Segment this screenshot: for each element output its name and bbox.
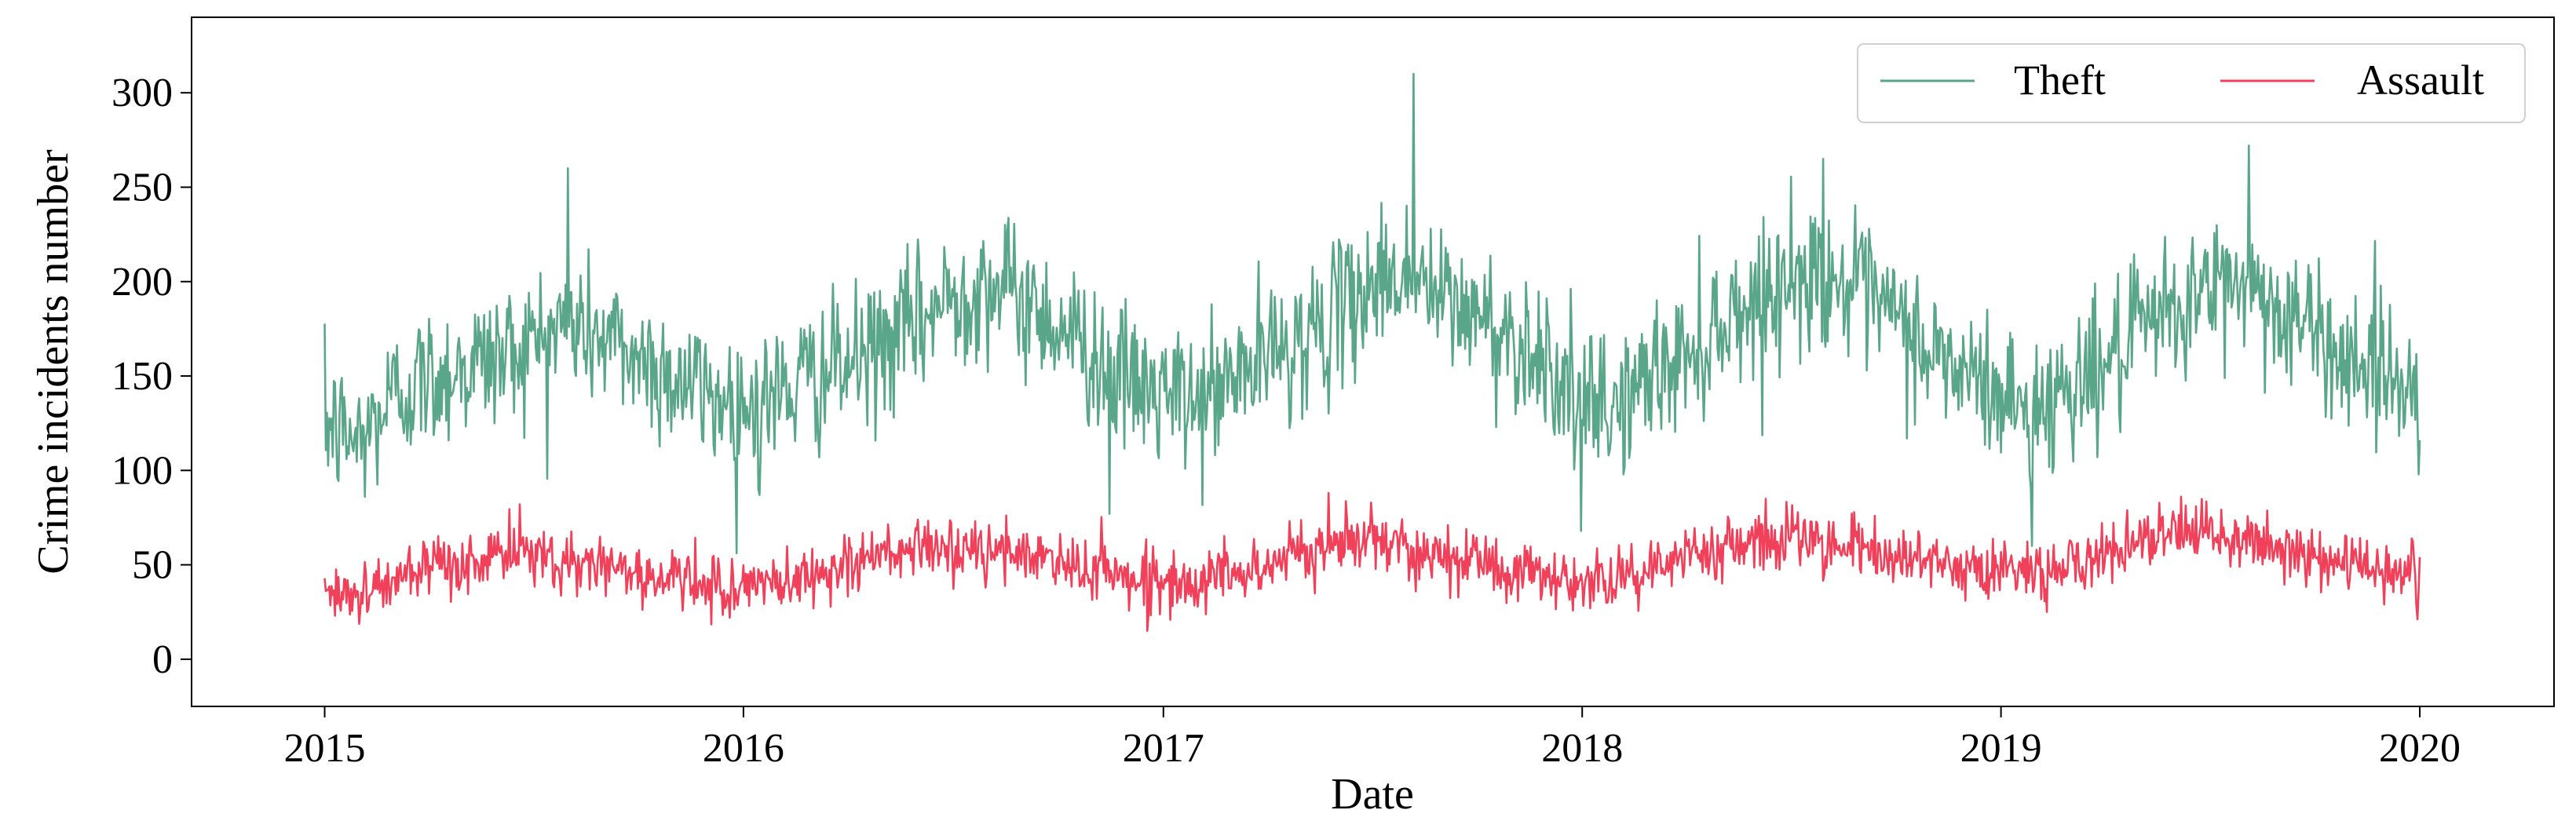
y-tick-label: 250 bbox=[111, 165, 173, 210]
x-axis: 2015 2016 2017 2018 2019 2020 bbox=[284, 706, 2461, 771]
x-tick-label: 2015 bbox=[284, 726, 366, 771]
y-tick-label: 0 bbox=[152, 637, 173, 682]
y-tick-label: 100 bbox=[111, 448, 173, 493]
legend-box bbox=[1857, 43, 2526, 123]
plot-frame bbox=[191, 16, 2555, 707]
y-axis: 0 50 100 150 200 250 300 bbox=[111, 71, 192, 682]
series-line-theft bbox=[323, 72, 2421, 555]
x-tick-label: 2016 bbox=[703, 726, 784, 771]
x-tick-label: 2018 bbox=[1541, 726, 1623, 771]
series-layer bbox=[323, 72, 2421, 633]
y-tick-label: 150 bbox=[111, 354, 173, 399]
legend: Theft Assault bbox=[1857, 43, 2526, 123]
y-tick-label: 200 bbox=[111, 260, 173, 305]
y-tick-label: 50 bbox=[132, 543, 173, 588]
legend-label-theft: Theft bbox=[2014, 57, 2106, 104]
x-tick-label: 2017 bbox=[1123, 726, 1204, 771]
x-tick-label: 2019 bbox=[1960, 726, 2042, 771]
legend-label-assault: Assault bbox=[2357, 57, 2484, 104]
y-tick-label: 300 bbox=[111, 71, 173, 115]
series-line-assault bbox=[323, 491, 2421, 633]
x-axis-label: Date bbox=[1331, 770, 1414, 819]
x-tick-label: 2020 bbox=[2379, 726, 2461, 771]
y-axis-label: Crime incidents number bbox=[29, 149, 78, 575]
